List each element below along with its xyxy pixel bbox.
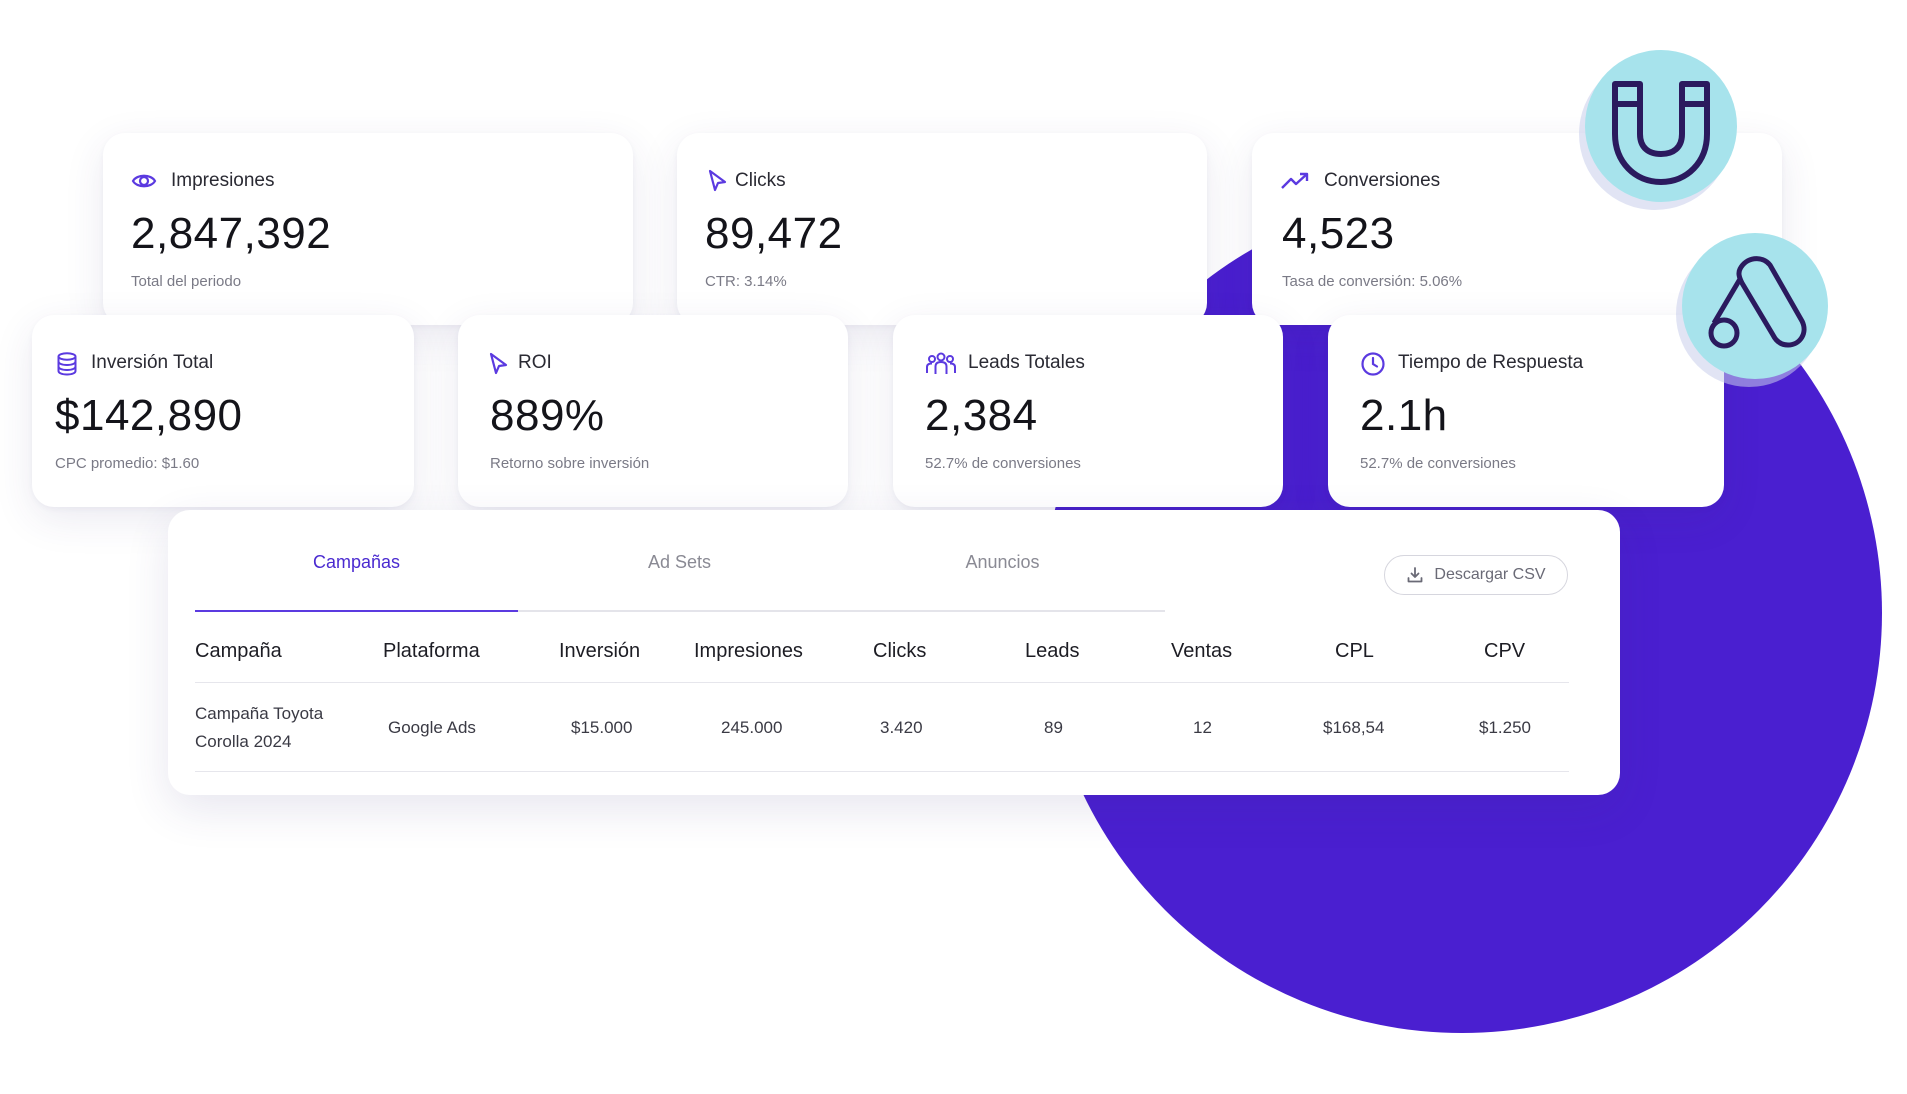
kpi-value: 2.1h <box>1360 391 1448 440</box>
users-icon <box>926 352 956 374</box>
kpi-label: Inversión Total <box>91 352 214 373</box>
kpi-subtitle: 52.7% de conversiones <box>925 455 1081 472</box>
column-header-leads[interactable]: Leads <box>1025 640 1080 662</box>
tab-bar: Campañas Ad Sets Anuncios <box>195 510 1165 612</box>
eye-icon <box>131 174 157 188</box>
kpi-value: $142,890 <box>55 391 243 440</box>
kpi-value: 2,847,392 <box>131 209 332 258</box>
kpi-card-roi: ROI 889% Retorno sobre inversión <box>458 315 848 507</box>
column-header-clicks[interactable]: Clicks <box>873 640 927 662</box>
kpi-subtitle: Retorno sobre inversión <box>490 455 650 472</box>
cell-cpv: $1.250 <box>1479 718 1531 737</box>
kpi-subtitle: Tasa de conversión: 5.06% <box>1282 273 1463 290</box>
kpi-value: 2,384 <box>925 391 1038 440</box>
download-icon <box>1408 567 1423 583</box>
clock-icon <box>1361 352 1385 376</box>
kpi-value: 889% <box>490 391 605 440</box>
cell-impresiones: 245.000 <box>721 718 783 737</box>
column-header-ventas[interactable]: Ventas <box>1171 640 1233 662</box>
column-header-campana[interactable]: Campaña <box>195 640 282 662</box>
kpi-subtitle: CTR: 3.14% <box>705 273 787 290</box>
cell-leads: 89 <box>1044 718 1063 737</box>
kpi-card-clicks: Clicks 89,472 CTR: 3.14% <box>677 133 1207 325</box>
header-divider <box>195 682 1569 683</box>
tab-campanas[interactable]: Campañas <box>312 552 401 572</box>
column-header-cpl[interactable]: CPL <box>1335 640 1374 662</box>
magnet-badge <box>1585 50 1737 202</box>
active-tab-indicator <box>195 610 518 612</box>
kpi-value: 4,523 <box>1282 209 1395 258</box>
column-header-impresiones[interactable]: Impresiones <box>694 640 803 662</box>
cell-clicks: 3.420 <box>880 718 923 737</box>
download-csv-button[interactable]: Descargar CSV <box>1384 555 1568 595</box>
kpi-subtitle: CPC promedio: $1.60 <box>55 455 200 472</box>
kpi-label: Tiempo de Respuesta <box>1398 352 1584 373</box>
column-header-cpv[interactable]: CPV <box>1484 640 1526 662</box>
cell-inversion: $15.000 <box>571 718 633 737</box>
kpi-label: ROI <box>518 352 552 373</box>
row-divider <box>195 771 1569 772</box>
cursor-icon <box>489 352 508 375</box>
google-ads-icon <box>1708 256 1807 349</box>
campaigns-table-panel: Campañas Ad Sets Anuncios Descargar CSV … <box>168 510 1620 795</box>
cell-plataforma: Google Ads <box>388 718 476 737</box>
cursor-icon <box>708 169 727 192</box>
kpi-label: Impresiones <box>171 170 275 191</box>
kpi-label: Clicks <box>735 170 786 191</box>
cell-ventas: 12 <box>1193 718 1212 737</box>
download-csv-label: Descargar CSV <box>1434 566 1546 583</box>
google-ads-badge <box>1682 233 1828 379</box>
column-header-inversion[interactable]: Inversión <box>559 640 641 662</box>
cell-campana: Campaña Toyota Corolla 2024 <box>195 704 324 751</box>
kpi-subtitle: Total del periodo <box>131 273 242 290</box>
cell-cpl: $168,54 <box>1323 718 1385 737</box>
magnet-icon <box>1612 81 1710 185</box>
kpi-value: 89,472 <box>705 209 843 258</box>
tab-ad-sets[interactable]: Ad Sets <box>647 552 712 572</box>
kpi-card-tiempo-respuesta: Tiempo de Respuesta 2.1h 52.7% de conver… <box>1328 315 1724 507</box>
trending-up-icon <box>1281 172 1309 189</box>
kpi-card-leads-totales: Leads Totales 2,384 52.7% de conversione… <box>893 315 1283 507</box>
tab-anuncios[interactable]: Anuncios <box>965 552 1040 572</box>
column-header-plataforma[interactable]: Plataforma <box>383 640 480 662</box>
kpi-subtitle: 52.7% de conversiones <box>1360 455 1516 472</box>
kpi-label: Leads Totales <box>968 352 1085 373</box>
kpi-card-inversion-total: Inversión Total $142,890 CPC promedio: $… <box>32 315 414 507</box>
coins-icon <box>57 352 77 376</box>
kpi-label: Conversiones <box>1324 170 1441 191</box>
kpi-card-impresiones: Impresiones 2,847,392 Total del periodo <box>103 133 633 325</box>
